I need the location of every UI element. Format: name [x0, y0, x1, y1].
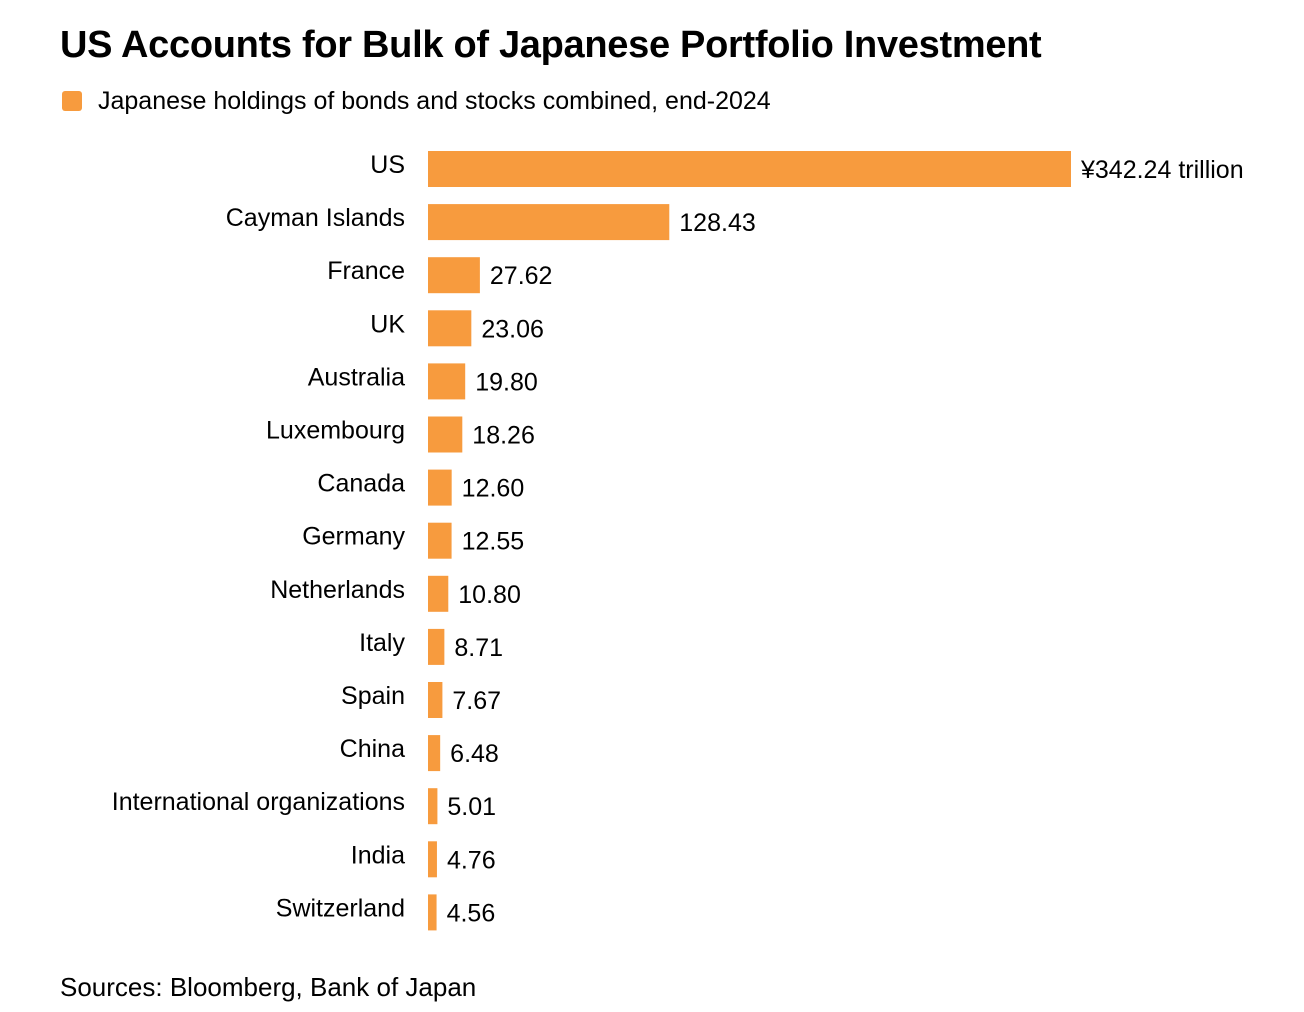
category-label: Australia	[308, 363, 405, 391]
value-label: ¥342.24 trillion	[1080, 156, 1244, 184]
category-label: France	[327, 257, 405, 285]
bar-12	[428, 788, 438, 825]
value-label: 10.80	[458, 581, 521, 609]
value-label: 18.26	[472, 422, 535, 450]
value-label: 8.71	[454, 634, 503, 662]
category-label: Switzerland	[276, 894, 405, 922]
bar-13	[428, 841, 437, 878]
bar-14	[428, 894, 437, 931]
bar-4	[428, 363, 466, 400]
category-label: UK	[370, 310, 405, 338]
category-label: China	[340, 735, 405, 763]
category-label: US	[370, 151, 405, 179]
value-label: 5.01	[447, 793, 496, 821]
value-label: 27.62	[490, 262, 553, 290]
bar-7	[428, 522, 452, 559]
category-label: Netherlands	[270, 576, 405, 604]
bar-2	[428, 257, 480, 294]
value-label: 128.43	[679, 209, 755, 237]
source-note: Sources: Bloomberg, Bank of Japan	[60, 972, 477, 1002]
category-label: Luxembourg	[266, 417, 405, 445]
bar-6	[428, 469, 452, 506]
bar-0	[428, 151, 1071, 187]
bar-10	[428, 682, 443, 718]
bar-11	[428, 735, 441, 772]
legend-label: Japanese holdings of bonds and stocks co…	[98, 86, 771, 115]
bar-9	[428, 628, 445, 665]
value-label: 4.76	[447, 846, 496, 874]
bar-8	[428, 575, 449, 612]
legend-swatch	[62, 91, 82, 111]
value-label: 23.06	[481, 315, 544, 343]
category-label: Cayman Islands	[226, 204, 405, 232]
category-label: Canada	[317, 470, 405, 498]
category-label: Spain	[341, 682, 405, 710]
category-label: India	[351, 841, 405, 869]
value-label: 12.55	[462, 528, 525, 556]
bar-1	[428, 204, 670, 241]
category-label: International organizations	[112, 788, 405, 816]
category-label: Italy	[359, 629, 405, 657]
value-label: 19.80	[475, 368, 538, 396]
value-label: 12.60	[462, 475, 525, 503]
category-label: Germany	[302, 523, 405, 551]
legend: Japanese holdings of bonds and stocks co…	[62, 84, 771, 118]
value-label: 4.56	[447, 899, 496, 927]
bar-5	[428, 416, 463, 453]
chart-title: US Accounts for Bulk of Japanese Portfol…	[60, 24, 1042, 66]
bar-3	[428, 310, 472, 347]
value-label: 7.67	[452, 687, 501, 715]
value-label: 6.48	[450, 740, 499, 768]
